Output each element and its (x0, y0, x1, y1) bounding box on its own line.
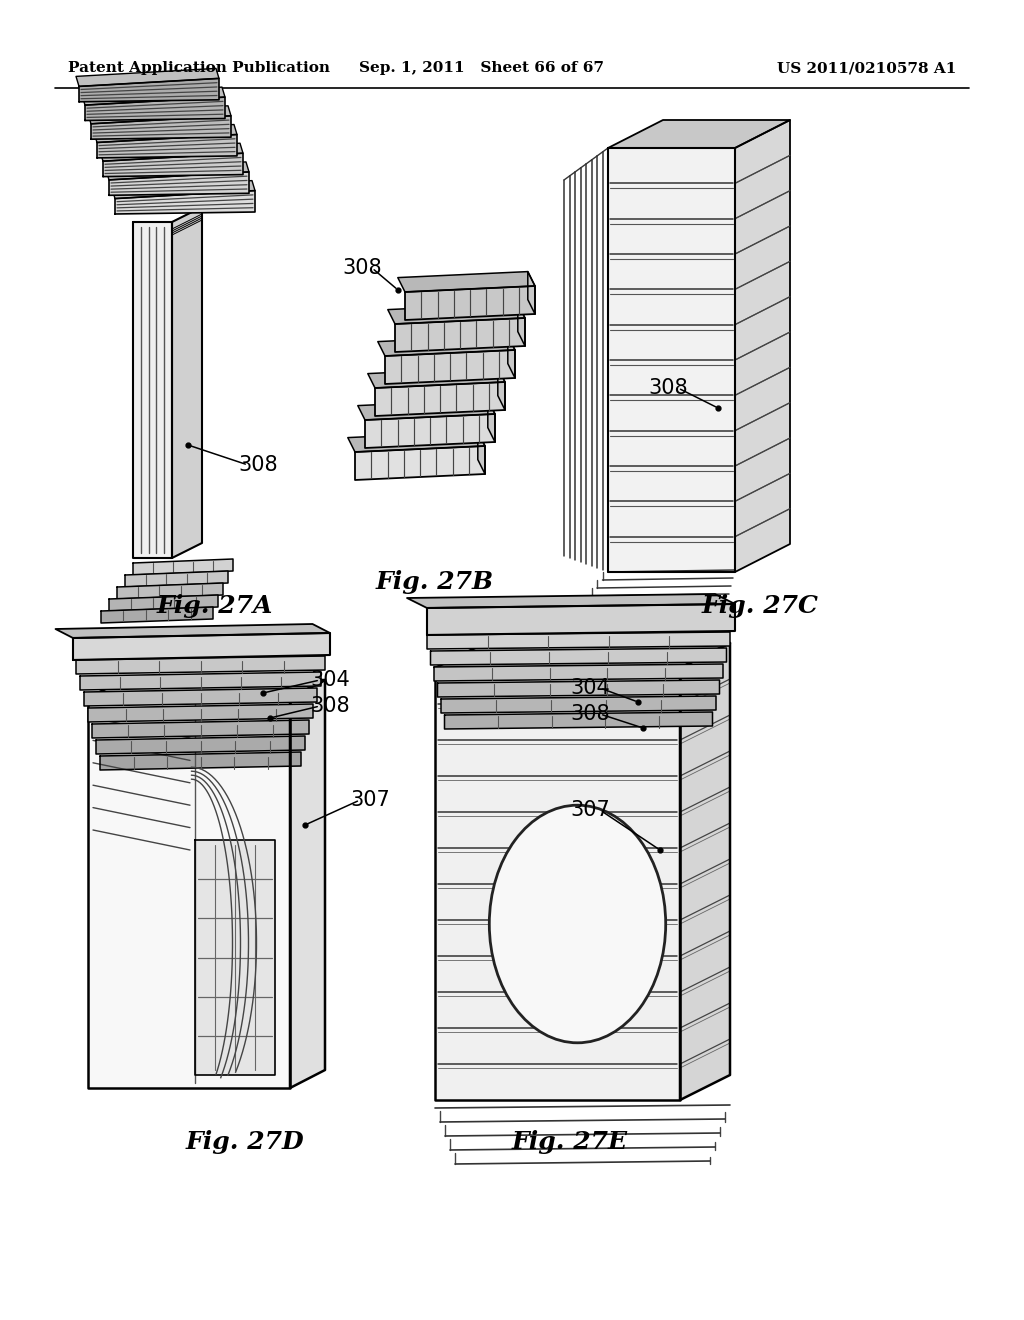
Polygon shape (407, 594, 735, 609)
Polygon shape (444, 711, 713, 729)
Polygon shape (88, 106, 231, 124)
Text: 308: 308 (570, 704, 610, 723)
Text: 308: 308 (310, 696, 350, 715)
Polygon shape (125, 572, 228, 587)
Polygon shape (395, 318, 525, 352)
Polygon shape (88, 704, 313, 722)
Polygon shape (91, 116, 231, 139)
Polygon shape (427, 632, 730, 649)
Polygon shape (498, 367, 505, 411)
Text: 308: 308 (239, 455, 278, 475)
Polygon shape (435, 668, 680, 1100)
Polygon shape (487, 400, 495, 442)
Polygon shape (527, 272, 535, 314)
Polygon shape (101, 607, 213, 623)
Polygon shape (290, 680, 325, 1088)
Polygon shape (195, 840, 275, 1074)
Polygon shape (378, 335, 515, 356)
Text: 307: 307 (350, 789, 390, 810)
Text: Patent Application Publication: Patent Application Publication (68, 61, 330, 75)
Polygon shape (117, 583, 223, 599)
Polygon shape (397, 272, 535, 292)
Polygon shape (406, 286, 535, 319)
Polygon shape (80, 672, 321, 690)
Polygon shape (508, 335, 515, 378)
Polygon shape (435, 643, 730, 668)
Polygon shape (478, 432, 485, 474)
Polygon shape (172, 207, 202, 558)
Polygon shape (82, 87, 225, 106)
Polygon shape (385, 350, 515, 384)
Text: Fig. 27D: Fig. 27D (185, 1130, 304, 1154)
Polygon shape (96, 737, 305, 754)
Polygon shape (76, 656, 325, 675)
Polygon shape (85, 98, 225, 120)
Polygon shape (79, 78, 219, 102)
Polygon shape (365, 414, 495, 447)
Text: 308: 308 (648, 378, 688, 399)
Polygon shape (103, 153, 243, 177)
Polygon shape (76, 69, 219, 86)
Text: Fig. 27E: Fig. 27E (512, 1130, 628, 1154)
Polygon shape (100, 143, 243, 161)
Polygon shape (109, 172, 249, 195)
Polygon shape (55, 624, 330, 638)
Polygon shape (735, 120, 790, 572)
Polygon shape (100, 752, 301, 770)
Polygon shape (680, 643, 730, 1100)
Polygon shape (133, 558, 233, 576)
Text: 304: 304 (310, 671, 350, 690)
Polygon shape (608, 120, 790, 148)
Polygon shape (430, 648, 726, 665)
Polygon shape (94, 124, 237, 143)
Text: Fig. 27B: Fig. 27B (376, 570, 494, 594)
Polygon shape (92, 719, 309, 738)
Polygon shape (355, 446, 485, 480)
Polygon shape (375, 381, 505, 416)
Polygon shape (84, 688, 317, 706)
Polygon shape (88, 698, 290, 1088)
Ellipse shape (489, 805, 666, 1043)
Polygon shape (441, 696, 716, 713)
Polygon shape (88, 680, 325, 698)
Polygon shape (608, 148, 735, 572)
Polygon shape (427, 605, 735, 635)
Text: Sep. 1, 2011   Sheet 66 of 67: Sep. 1, 2011 Sheet 66 of 67 (358, 61, 604, 75)
Polygon shape (348, 432, 485, 451)
Polygon shape (357, 400, 495, 420)
Text: Fig. 27C: Fig. 27C (701, 594, 818, 618)
Polygon shape (106, 162, 249, 180)
Text: US 2011/0210578 A1: US 2011/0210578 A1 (776, 61, 956, 75)
Polygon shape (388, 304, 525, 323)
Polygon shape (518, 304, 525, 346)
Polygon shape (112, 181, 255, 198)
Text: Fig. 27A: Fig. 27A (157, 594, 273, 618)
Polygon shape (115, 190, 255, 214)
Text: 304: 304 (570, 678, 610, 698)
Polygon shape (434, 664, 723, 681)
Text: 308: 308 (342, 257, 382, 279)
Polygon shape (97, 135, 237, 158)
Polygon shape (437, 680, 720, 697)
Text: 307: 307 (570, 800, 610, 820)
Polygon shape (368, 367, 505, 388)
Polygon shape (133, 222, 172, 558)
Polygon shape (109, 595, 218, 611)
Polygon shape (73, 634, 330, 660)
